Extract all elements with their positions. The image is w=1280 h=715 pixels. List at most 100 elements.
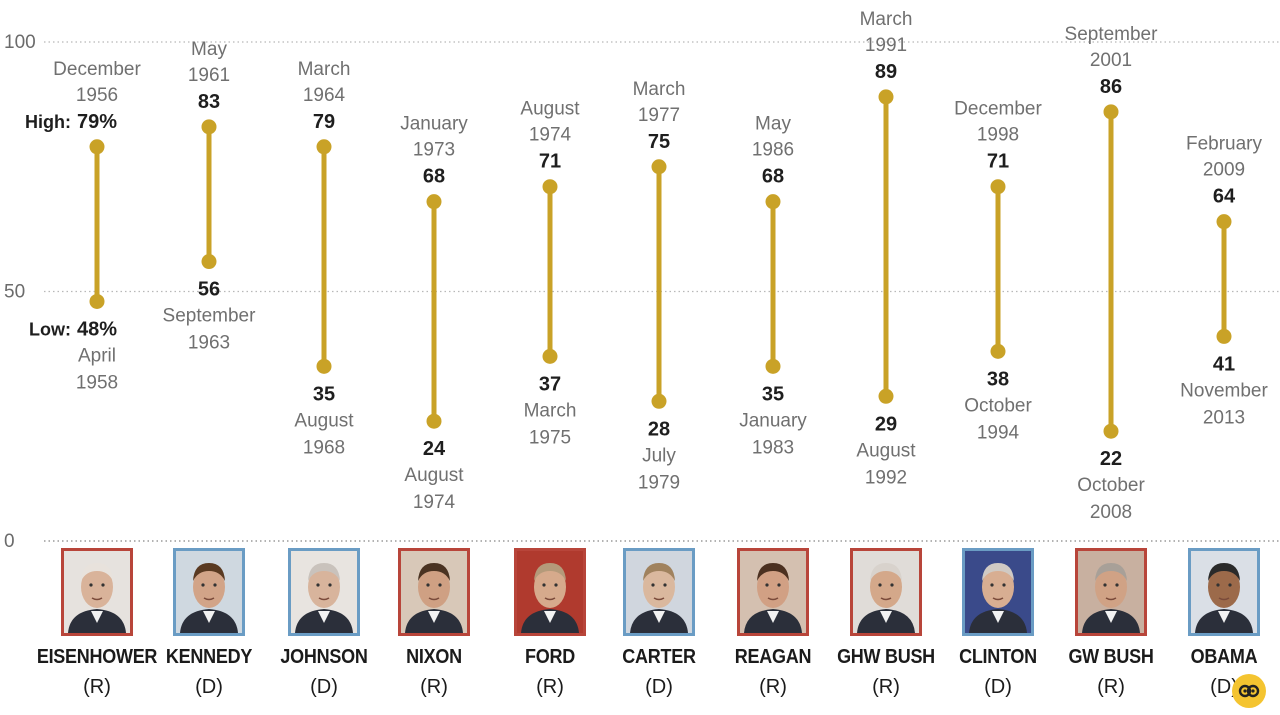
low-month-label-nixon: August (404, 465, 464, 486)
portrait-johnson (288, 548, 360, 636)
low-value-label-johnson: 35 (313, 383, 335, 405)
high-value-label-gw-bush: 86 (1100, 76, 1122, 98)
watermark-logo-icon (1232, 674, 1266, 708)
low-point-carter (651, 393, 667, 409)
high-month-label-reagan: May (755, 114, 791, 135)
party-label-johnson: (D) (310, 676, 338, 698)
president-name-kennedy: KENNEDY (165, 646, 253, 668)
high-value-label-eisenhower: 79% (77, 111, 117, 133)
high-point-obama (1216, 214, 1232, 230)
low-year-label-kennedy: 1963 (188, 333, 230, 354)
high-month-label-johnson: March (298, 59, 351, 80)
high-point-reagan (765, 194, 781, 210)
low-month-label-kennedy: September (163, 306, 257, 327)
high-value-label-obama: 64 (1213, 186, 1236, 208)
high-year-label-ford: 1974 (529, 125, 572, 146)
low-point-nixon (426, 413, 442, 429)
high-month-label-ghw-bush: March (860, 9, 913, 30)
portrait-gw-bush (1075, 548, 1147, 636)
party-label-carter: (D) (645, 676, 673, 698)
low-month-label-clinton: October (964, 395, 1032, 416)
portrait-reagan (737, 548, 809, 636)
high-year-label-obama: 2009 (1203, 160, 1245, 181)
high-point-clinton (990, 179, 1006, 195)
party-label-obama: (D) (1210, 676, 1238, 698)
high-point-carter (651, 159, 667, 175)
portrait-nixon (398, 548, 470, 636)
high-point-ghw-bush (878, 89, 894, 105)
high-month-label-gw-bush: September (1065, 24, 1159, 45)
president-name-carter: CARTER (622, 646, 696, 668)
low-point-gw-bush (1103, 423, 1119, 439)
low-value-label-reagan: 35 (762, 383, 784, 405)
low-point-ghw-bush (878, 388, 894, 404)
low-point-johnson (316, 358, 332, 374)
high-value-label-clinton: 71 (987, 151, 1009, 173)
high-month-label-obama: February (1186, 134, 1263, 155)
party-label-eisenhower: (R) (83, 676, 111, 698)
y-tick-label-100: 100 (4, 32, 36, 53)
party-label-gw-bush: (R) (1097, 676, 1125, 698)
president-name-ghw-bush: GHW BUSH (837, 646, 935, 668)
party-label-nixon: (R) (420, 676, 448, 698)
low-value-label-nixon: 24 (423, 438, 446, 460)
president-name-clinton: CLINTON (959, 646, 1037, 668)
president-name-johnson: JOHNSON (280, 646, 368, 668)
low-value-label-gw-bush: 22 (1100, 448, 1122, 470)
high-point-ford (542, 179, 558, 195)
infinity-icon (1238, 684, 1260, 698)
high-value-label-ghw-bush: 89 (875, 61, 897, 83)
low-year-label-nixon: 1974 (413, 492, 456, 513)
president-name-nixon: NIXON (406, 646, 462, 668)
low-year-label-johnson: 1968 (303, 437, 345, 458)
low-year-label-eisenhower: 1958 (76, 372, 118, 393)
high-year-label-carter: 1977 (638, 105, 680, 126)
low-month-label-carter: July (642, 445, 676, 466)
low-month-label-ghw-bush: August (856, 440, 916, 461)
low-value-label-ghw-bush: 29 (875, 413, 897, 435)
low-point-clinton (990, 343, 1006, 359)
high-year-label-johnson: 1964 (303, 85, 346, 106)
high-year-label-clinton: 1998 (977, 125, 1019, 146)
portrait-obama (1188, 548, 1260, 636)
high-value-label-carter: 75 (648, 131, 670, 153)
high-month-label-carter: March (633, 79, 686, 100)
low-year-label-ford: 1975 (529, 427, 571, 448)
low-year-label-clinton: 1994 (977, 422, 1020, 443)
high-value-label-kennedy: 83 (198, 91, 220, 113)
low-month-label-reagan: January (739, 410, 807, 431)
high-month-label-eisenhower: December (53, 59, 141, 80)
low-year-label-gw-bush: 2008 (1090, 502, 1132, 523)
low-month-label-obama: November (1180, 380, 1268, 401)
party-label-clinton: (D) (984, 676, 1012, 698)
portrait-clinton (962, 548, 1034, 636)
portrait-carter (623, 548, 695, 636)
high-year-label-nixon: 1973 (413, 140, 455, 161)
high-point-johnson (316, 139, 332, 155)
low-month-label-gw-bush: October (1077, 475, 1145, 496)
low-point-reagan (765, 358, 781, 374)
high-value-label-reagan: 68 (762, 166, 784, 188)
low-value-label-kennedy: 56 (198, 279, 220, 301)
high-year-label-eisenhower: 1956 (76, 85, 118, 106)
high-point-kennedy (201, 119, 217, 135)
portrait-eisenhower (61, 548, 133, 636)
high-year-label-gw-bush: 2001 (1090, 50, 1132, 71)
y-tick-label-0: 0 (4, 531, 15, 552)
high-month-label-clinton: December (954, 99, 1042, 120)
low-point-eisenhower (89, 293, 105, 309)
party-label-ghw-bush: (R) (872, 676, 900, 698)
low-year-label-ghw-bush: 1992 (865, 467, 907, 488)
high-point-eisenhower (89, 139, 105, 155)
low-year-label-carter: 1979 (638, 472, 680, 493)
high-point-nixon (426, 194, 442, 210)
portrait-ghw-bush (850, 548, 922, 636)
high-value-label-nixon: 68 (423, 166, 445, 188)
high-year-label-ghw-bush: 1991 (865, 35, 907, 56)
low-month-label-johnson: August (294, 410, 354, 431)
portrait-ford (514, 548, 586, 636)
low-year-label-obama: 2013 (1203, 407, 1245, 428)
high-month-label-nixon: January (400, 114, 468, 135)
high-value-label-johnson: 79 (313, 111, 335, 133)
